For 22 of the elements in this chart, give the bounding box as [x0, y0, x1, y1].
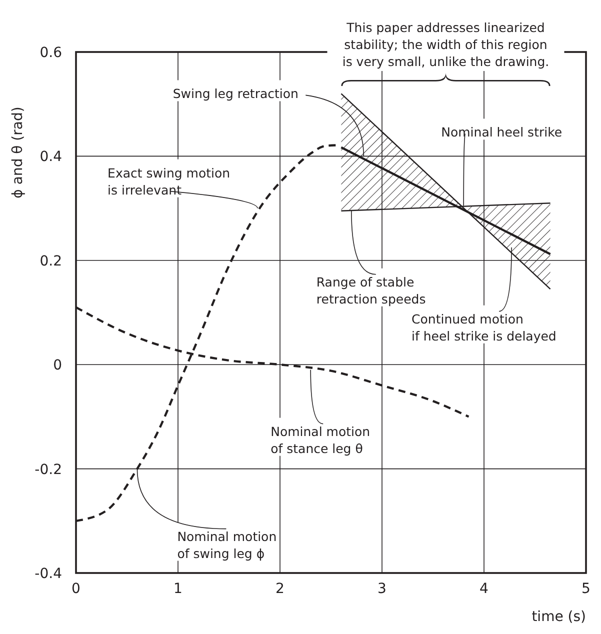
y-tick-label: 0.6 — [40, 45, 62, 61]
annotation: Range of stable retraction speeds — [316, 274, 426, 306]
annotation: Swing leg retraction — [172, 86, 298, 102]
annotation: This paper addresses linearized stability; the width of this region is very small, unlike the drawing. — [342, 20, 550, 69]
y-tick-label: 0.2 — [40, 253, 62, 270]
annotation: Continued motion if heel strike is delayed — [412, 311, 556, 344]
y-tick-label: 0.4 — [40, 149, 62, 166]
y-tick-label: -0.2 — [34, 462, 62, 478]
x-tick-label: 0 — [72, 581, 80, 597]
y-tick-label: 0 — [53, 358, 62, 374]
x-tick-label: 2 — [276, 581, 284, 597]
annotation: Nominal motion of stance leg θ — [270, 424, 370, 456]
x-tick-label: 1 — [174, 581, 182, 597]
x-axis-title: time (s) — [532, 609, 586, 625]
annotation: Nominal heel strike — [441, 124, 562, 140]
x-tick-label: 3 — [378, 581, 386, 597]
x-tick-label: 5 — [582, 581, 590, 597]
annotation: Nominal motion of swing leg ϕ — [177, 528, 277, 561]
y-axis-title: ϕ and θ (rad) — [10, 106, 26, 198]
x-tick-label: 4 — [480, 581, 489, 597]
annotation: Exact swing motion is irrelevant — [108, 165, 230, 198]
y-tick-label: -0.4 — [34, 566, 62, 582]
